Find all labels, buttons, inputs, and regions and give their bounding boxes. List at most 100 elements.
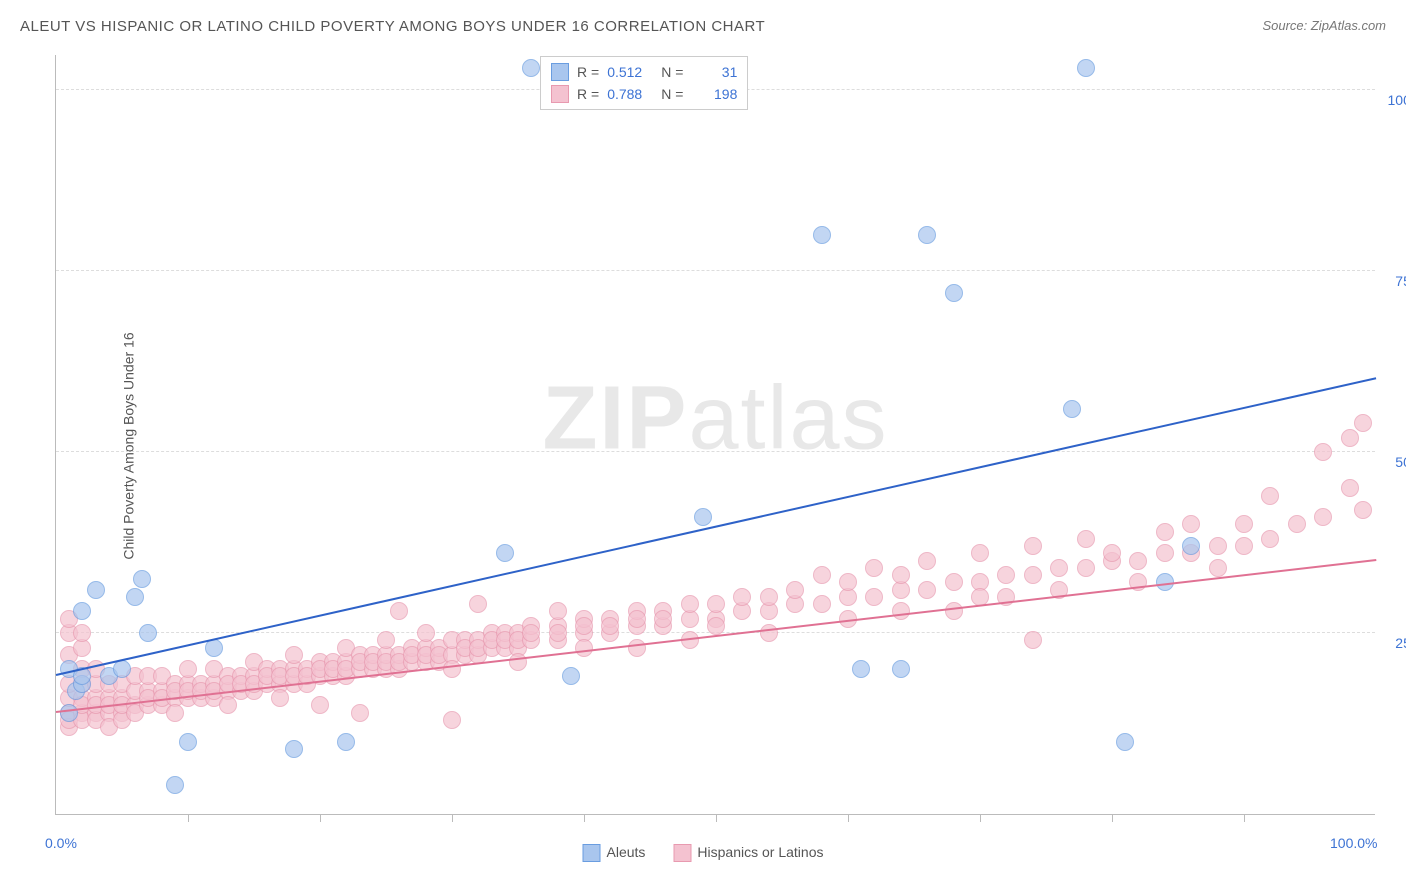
data-point: [628, 639, 646, 657]
data-point: [575, 617, 593, 635]
data-point: [1024, 631, 1042, 649]
trend-line: [56, 559, 1376, 713]
data-point: [179, 660, 197, 678]
data-point: [707, 595, 725, 613]
data-point: [1182, 537, 1200, 555]
data-point: [865, 588, 883, 606]
data-point: [601, 617, 619, 635]
data-point: [139, 624, 157, 642]
data-point: [443, 660, 461, 678]
data-point: [1077, 530, 1095, 548]
data-point: [654, 610, 672, 628]
correlation-legend: R =0.512N =31R =0.788N =198: [540, 56, 748, 110]
data-point: [760, 624, 778, 642]
data-point: [311, 696, 329, 714]
data-point: [1182, 515, 1200, 533]
legend-n-label: N =: [661, 83, 683, 105]
data-point: [1156, 544, 1174, 562]
data-point: [865, 559, 883, 577]
data-point: [945, 284, 963, 302]
x-tick: [1112, 814, 1113, 822]
data-point: [918, 226, 936, 244]
data-point: [549, 602, 567, 620]
x-tick-label: 100.0%: [1330, 835, 1377, 851]
legend-r-value: 0.512: [607, 61, 653, 83]
data-point: [1063, 400, 1081, 418]
data-point: [390, 602, 408, 620]
data-point: [1209, 559, 1227, 577]
data-point: [1261, 530, 1279, 548]
data-point: [271, 689, 289, 707]
data-point: [219, 696, 237, 714]
x-tick-label: 0.0%: [45, 835, 77, 851]
data-point: [1354, 501, 1372, 519]
y-tick-label: 25.0%: [1395, 635, 1406, 651]
chart-container: ALEUT VS HISPANIC OR LATINO CHILD POVERT…: [0, 0, 1406, 892]
gridline: [56, 270, 1375, 271]
x-tick: [1244, 814, 1245, 822]
data-point: [1314, 443, 1332, 461]
data-point: [377, 631, 395, 649]
watermark-zip: ZIP: [542, 369, 688, 469]
data-point: [733, 588, 751, 606]
data-point: [813, 595, 831, 613]
legend-item: Hispanics or Latinos: [673, 844, 823, 862]
data-point: [60, 704, 78, 722]
data-point: [1050, 559, 1068, 577]
data-point: [337, 733, 355, 751]
data-point: [166, 776, 184, 794]
y-tick-label: 75.0%: [1395, 273, 1406, 289]
data-point: [892, 602, 910, 620]
data-point: [1354, 414, 1372, 432]
plot-area: ZIPatlas 25.0%50.0%75.0%100.0%: [55, 55, 1375, 815]
data-point: [892, 566, 910, 584]
data-point: [839, 573, 857, 591]
legend-item: Aleuts: [583, 844, 646, 862]
data-point: [443, 711, 461, 729]
legend-label: Hispanics or Latinos: [697, 844, 823, 860]
data-point: [1261, 487, 1279, 505]
data-point: [126, 588, 144, 606]
data-point: [1209, 537, 1227, 555]
legend-n-label: N =: [661, 61, 683, 83]
x-tick: [452, 814, 453, 822]
data-point: [1024, 537, 1042, 555]
data-point: [1024, 566, 1042, 584]
data-point: [707, 617, 725, 635]
data-point: [786, 581, 804, 599]
legend-r-label: R =: [577, 61, 599, 83]
data-point: [285, 646, 303, 664]
data-point: [351, 704, 369, 722]
data-point: [1116, 733, 1134, 751]
gridline: [56, 451, 1375, 452]
watermark: ZIPatlas: [542, 368, 888, 471]
data-point: [496, 544, 514, 562]
data-point: [628, 610, 646, 628]
x-tick: [320, 814, 321, 822]
legend-label: Aleuts: [607, 844, 646, 860]
x-tick: [848, 814, 849, 822]
data-point: [852, 660, 870, 678]
legend-row: R = 0.788 N = 198: [551, 83, 737, 105]
data-point: [1156, 523, 1174, 541]
data-point: [73, 624, 91, 642]
data-point: [575, 639, 593, 657]
legend-n-value: 198: [691, 83, 737, 105]
data-point: [997, 566, 1015, 584]
data-point: [971, 544, 989, 562]
legend-swatch: [551, 85, 569, 103]
data-point: [522, 624, 540, 642]
data-point: [918, 581, 936, 599]
y-tick-label: 50.0%: [1395, 454, 1406, 470]
x-tick: [584, 814, 585, 822]
data-point: [945, 573, 963, 591]
data-point: [87, 581, 105, 599]
legend-swatch: [551, 63, 569, 81]
data-point: [1077, 59, 1095, 77]
legend-row: R =0.512N =31: [551, 61, 737, 83]
data-point: [1314, 508, 1332, 526]
legend-r-value: 0.788: [607, 83, 653, 105]
data-point: [813, 566, 831, 584]
data-point: [1341, 429, 1359, 447]
legend-r-label: R =: [577, 83, 599, 105]
